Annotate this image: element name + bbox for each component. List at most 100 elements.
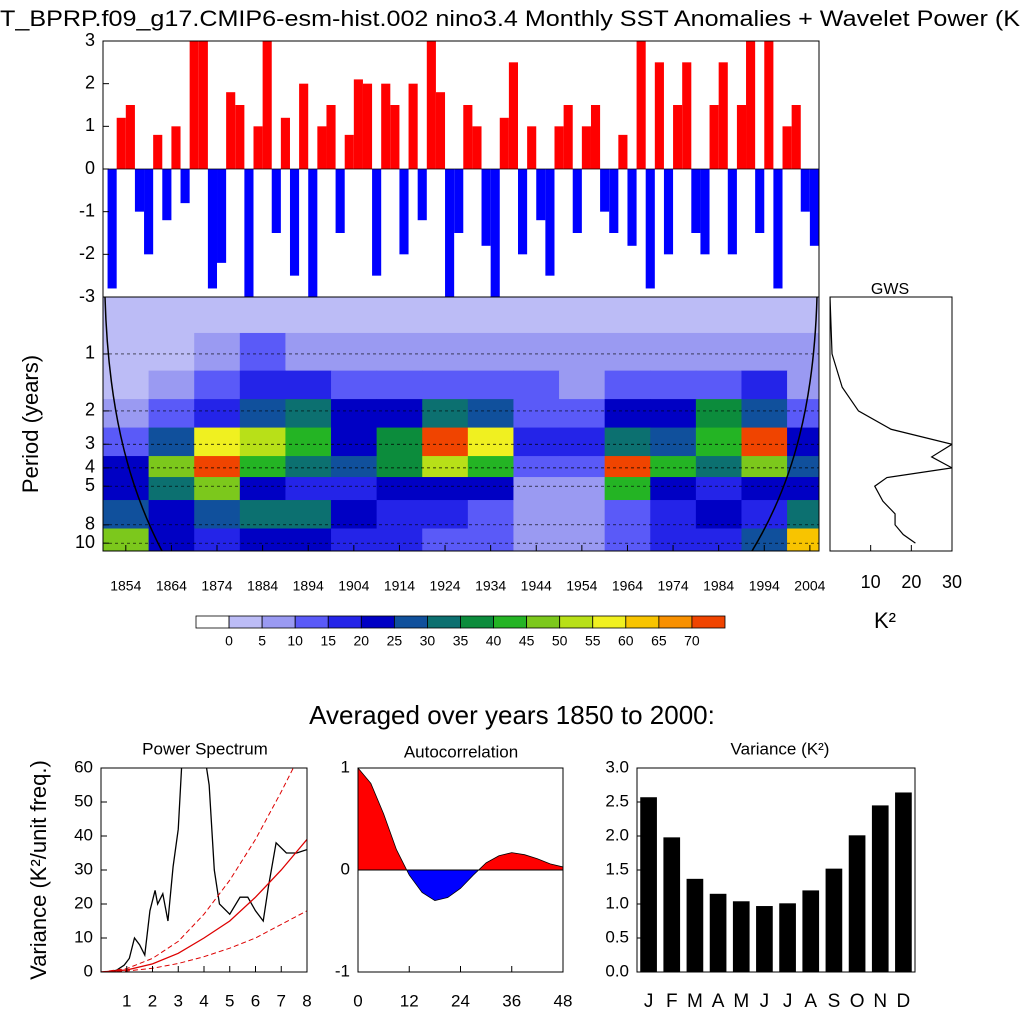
power-cell: [376, 297, 423, 334]
x-tick-label: 8: [302, 991, 311, 1010]
power-cell: [695, 399, 742, 429]
x-tick-label: 1864: [156, 578, 187, 594]
power-cell: [559, 370, 606, 400]
power-cell: [513, 370, 560, 400]
x-tick-label: 1894: [293, 578, 324, 594]
power-cell: [103, 399, 150, 429]
spectrum-line: [101, 838, 307, 972]
y-axis-label: Variance (K²/unit freq.): [26, 760, 51, 980]
bar: [709, 893, 727, 972]
anomaly-bar: [280, 117, 290, 169]
x-tick-label: 48: [554, 991, 573, 1010]
anomaly-bar: [226, 92, 236, 169]
anomaly-bar: [244, 169, 254, 297]
anomaly-bar: [600, 169, 610, 212]
colorbar-label: 35: [453, 633, 469, 649]
colorbar-label: 55: [585, 633, 601, 649]
power-cell: [695, 456, 742, 478]
colorbar-box: [493, 615, 528, 629]
anomaly-bar: [709, 105, 719, 169]
overlay: T_BPRP.f09_g17.CMIP6-esm-hist.002 nino3.…: [0, 6, 1020, 1012]
power-cell: [194, 399, 241, 429]
power-cell: [604, 427, 651, 457]
anomaly-bar: [590, 105, 601, 169]
power-cell: [559, 528, 606, 552]
anomaly-bar: [536, 169, 546, 221]
colorbar-box: [592, 615, 627, 629]
power-cell: [559, 456, 606, 478]
x-tick-label: 2: [148, 991, 157, 1010]
anomaly-bar: [654, 62, 664, 170]
x-tick-label: 1954: [566, 578, 597, 594]
anomaly-bar: [180, 169, 190, 204]
power-cell: [148, 370, 195, 400]
power-cell: [148, 399, 195, 429]
power-cell: [148, 456, 195, 478]
colorbar-box: [393, 615, 428, 629]
x-tick-label: M: [733, 991, 749, 1012]
power-cell: [513, 500, 560, 530]
x-tick-label: 1854: [110, 578, 141, 594]
x-tick-label: 36: [502, 991, 521, 1010]
x-tick-label: 7: [277, 991, 286, 1010]
power-cell: [787, 427, 820, 457]
cone-of-influence: [751, 296, 818, 552]
power-cell: [331, 370, 378, 400]
spectrum-line: [106, 768, 307, 972]
y-tick-label: 40: [74, 825, 93, 844]
power-cell: [787, 297, 820, 334]
y-tick-label: 20: [74, 893, 93, 912]
power-cell: [741, 332, 788, 372]
anomaly-bar: [308, 169, 318, 297]
power-cell: [604, 399, 651, 429]
power-cell: [741, 297, 788, 334]
power-cell: [422, 456, 469, 478]
colorbar-box: [228, 615, 263, 629]
x-tick-label: 1934: [475, 578, 506, 594]
colorbar-label: 15: [320, 633, 336, 649]
power-cell: [239, 370, 286, 400]
power-cell: [787, 399, 820, 429]
y-tick-label: 3: [85, 433, 95, 453]
power-cell: [741, 399, 788, 429]
anomaly-bar: [390, 105, 400, 169]
anomaly-bar: [207, 169, 218, 289]
colorbar-label: 50: [552, 633, 568, 649]
anomaly-bar: [764, 41, 774, 169]
colorbar-label: 60: [618, 633, 634, 649]
gws-line: [830, 297, 952, 544]
power-cell: [422, 399, 469, 429]
anomaly-bar: [198, 41, 208, 169]
anomaly-bar: [736, 105, 747, 169]
colorbar-label: 70: [684, 633, 700, 649]
power-cell: [331, 456, 378, 478]
x-tick-label: 1924: [429, 578, 460, 594]
anomaly-bar: [153, 134, 163, 169]
colorbar-box: [691, 615, 726, 629]
anomaly-bar: [189, 41, 199, 169]
power-cell: [331, 427, 378, 457]
power-cell: [285, 297, 332, 334]
plot-frame: [829, 296, 953, 552]
power-cell: [787, 528, 820, 552]
colorbar-label: 5: [258, 633, 266, 649]
y-tick-label: 5: [85, 475, 95, 495]
anomaly-bar: [262, 41, 272, 169]
power-cell: [467, 427, 514, 457]
power-cell: [604, 528, 651, 552]
plot-frame: [100, 767, 308, 973]
power-cell: [194, 427, 241, 457]
y-tick-label: 1.0: [605, 893, 629, 912]
power-cell: [148, 477, 195, 501]
power-cell: [513, 477, 560, 501]
x-tick-label: 3: [174, 991, 183, 1010]
x-tick-label: D: [897, 991, 911, 1012]
power-cell: [695, 332, 742, 372]
spectrum-line: [101, 768, 294, 972]
y-tick-label: 30: [74, 859, 93, 878]
power-cell: [194, 500, 241, 530]
y-tick-label: 60: [74, 757, 93, 776]
anomaly-bar: [545, 169, 555, 276]
y-tick-label: 10: [75, 532, 95, 552]
power-cell: [741, 370, 788, 400]
